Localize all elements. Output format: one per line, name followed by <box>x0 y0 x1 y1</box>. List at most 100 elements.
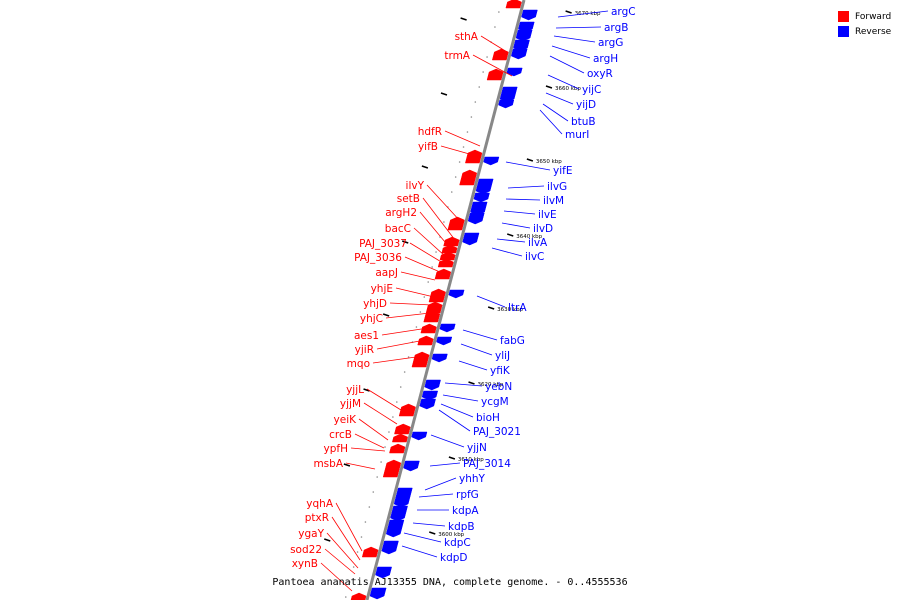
forward-gene-label: sthA <box>455 31 479 43</box>
reverse-gene-label: bioH <box>476 412 500 424</box>
reverse-leader-line <box>438 409 471 432</box>
forward-gene-label: ptxR <box>305 512 329 524</box>
forward-gene-block <box>394 423 411 435</box>
tick-mark <box>468 381 475 385</box>
reverse-gene-block <box>393 495 411 508</box>
tick-mark <box>440 92 448 96</box>
axis-dot <box>494 26 496 28</box>
reverse-leader-line <box>545 92 574 105</box>
forward-leader-line <box>372 356 417 364</box>
reverse-leader-line <box>551 45 591 59</box>
reverse-gene-label: ilvC <box>525 251 544 263</box>
tick-label: 3620 kbp <box>478 382 504 388</box>
forward-gene-label: mqo <box>347 358 370 370</box>
forward-gene-block <box>441 244 458 254</box>
reverse-leader-line <box>542 103 569 122</box>
axis-dot <box>368 506 371 508</box>
reverse-leader-line <box>496 238 526 243</box>
forward-gene-label: yjjL <box>346 384 364 396</box>
forward-leader-line <box>400 271 436 281</box>
forward-gene-block <box>437 258 454 268</box>
reverse-leader-line <box>491 247 523 257</box>
forward-gene-block <box>428 288 446 303</box>
reverse-gene-block <box>431 353 448 363</box>
reverse-leader-line <box>458 360 488 371</box>
reverse-gene-block <box>506 67 523 77</box>
forward-gene-label: yjiR <box>355 344 374 356</box>
reverse-gene-label: ltrA <box>508 302 527 314</box>
forward-leader-line <box>395 287 435 298</box>
reverse-gene-block <box>483 156 500 166</box>
reverse-gene-label: ilvE <box>538 209 557 221</box>
forward-gene-block <box>505 0 522 9</box>
reverse-leader-line <box>403 532 442 543</box>
reverse-leader-line <box>505 198 541 201</box>
forward-gene-block <box>459 169 478 186</box>
axis-dot <box>360 536 363 538</box>
forward-gene-label: yifB <box>418 141 438 153</box>
axis-dot <box>470 116 473 118</box>
forward-gene-block <box>486 68 504 81</box>
reverse-gene-block <box>375 566 392 579</box>
reverse-gene-label: fabG <box>500 335 525 347</box>
forward-swatch <box>838 11 849 22</box>
reverse-swatch <box>838 26 849 37</box>
reverse-gene-label: ilvD <box>533 223 553 235</box>
reverse-gene-block <box>381 540 399 555</box>
forward-leader-line <box>419 211 451 249</box>
forward-leader-line <box>326 532 359 569</box>
reverse-leader-line <box>462 329 498 341</box>
reverse-leader-line <box>539 109 563 135</box>
forward-gene-label: trmA <box>444 50 470 62</box>
forward-gene-block <box>398 403 416 417</box>
axis-dot <box>384 446 386 448</box>
reverse-gene-block <box>419 398 436 410</box>
reverse-gene-label: kdpC <box>444 537 471 549</box>
axis-dot <box>443 221 445 223</box>
legend: Forward Reverse <box>838 9 891 39</box>
forward-leader-line <box>413 227 446 257</box>
forward-gene-block <box>447 216 465 231</box>
axis-dot <box>474 101 477 103</box>
axis-dot <box>399 386 402 388</box>
reverse-gene-label: argC <box>611 6 636 18</box>
forward-leader-line <box>444 130 481 147</box>
forward-gene-label: yjjM <box>340 398 361 410</box>
legend-forward: Forward <box>838 9 891 24</box>
tick-mark <box>382 313 390 317</box>
reverse-leader-line <box>424 477 457 491</box>
tick-mark <box>507 233 514 237</box>
reverse-leader-line <box>501 222 531 229</box>
reverse-leader-line <box>557 10 609 18</box>
forward-leader-line <box>389 302 433 306</box>
reverse-gene-block <box>439 323 456 333</box>
forward-leader-line <box>381 327 429 336</box>
reverse-gene-block <box>369 587 387 600</box>
forward-leader-line <box>363 402 398 425</box>
forward-leader-line <box>335 502 363 552</box>
forward-gene-block <box>417 335 434 346</box>
forward-gene-label: PAJ_3036 <box>354 252 402 264</box>
reverse-leader-line <box>440 403 474 418</box>
reverse-gene-block <box>521 9 538 21</box>
axis-dot <box>498 11 500 13</box>
tick-label: 3600 kbp <box>438 532 464 538</box>
axis-dot <box>372 491 375 493</box>
forward-leader-line <box>426 184 462 223</box>
reverse-leader-line <box>503 210 536 215</box>
reverse-gene-block <box>448 289 465 299</box>
reverse-gene-label: yifE <box>553 165 572 177</box>
axis-dot <box>423 296 426 298</box>
axis-dot <box>348 581 351 583</box>
tick-mark <box>421 165 429 169</box>
reverse-gene-label: yijC <box>582 84 601 96</box>
axis-dot <box>486 56 488 58</box>
forward-gene-label: yqhA <box>306 498 334 510</box>
tick-mark <box>402 240 409 244</box>
reverse-gene-label: ilvG <box>547 181 567 193</box>
reverse-leader-line <box>412 522 446 527</box>
forward-leader-line <box>404 256 441 273</box>
reverse-gene-label: murI <box>565 129 589 141</box>
axis-dot <box>352 566 355 568</box>
